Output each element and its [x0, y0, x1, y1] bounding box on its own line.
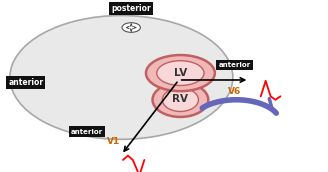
Text: RV: RV [173, 94, 188, 104]
Ellipse shape [157, 61, 204, 85]
Text: V1: V1 [107, 137, 120, 146]
Text: LV: LV [174, 68, 187, 78]
Text: anterior: anterior [8, 78, 43, 87]
Ellipse shape [153, 83, 208, 117]
Ellipse shape [162, 88, 198, 111]
Ellipse shape [10, 15, 233, 139]
Circle shape [122, 23, 140, 32]
Ellipse shape [146, 55, 215, 91]
Text: V6: V6 [228, 87, 241, 96]
Text: anterior: anterior [218, 62, 251, 68]
Text: anterior: anterior [71, 129, 103, 135]
Text: posterior: posterior [111, 4, 151, 13]
